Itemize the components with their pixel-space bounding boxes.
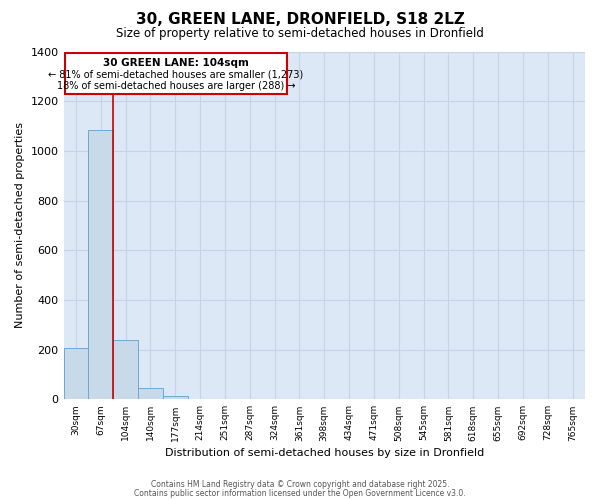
X-axis label: Distribution of semi-detached houses by size in Dronfield: Distribution of semi-detached houses by … — [164, 448, 484, 458]
Text: Contains public sector information licensed under the Open Government Licence v3: Contains public sector information licen… — [134, 488, 466, 498]
Bar — [88, 130, 113, 400]
Bar — [163, 396, 188, 400]
Y-axis label: Number of semi-detached properties: Number of semi-detached properties — [15, 122, 25, 328]
Text: Contains HM Land Registry data © Crown copyright and database right 2025.: Contains HM Land Registry data © Crown c… — [151, 480, 449, 489]
Bar — [64, 348, 88, 400]
Text: 30 GREEN LANE: 104sqm: 30 GREEN LANE: 104sqm — [103, 58, 249, 68]
Text: ← 81% of semi-detached houses are smaller (1,273): ← 81% of semi-detached houses are smalle… — [48, 70, 304, 80]
Text: 18% of semi-detached houses are larger (288) →: 18% of semi-detached houses are larger (… — [56, 81, 295, 91]
Text: 30, GREEN LANE, DRONFIELD, S18 2LZ: 30, GREEN LANE, DRONFIELD, S18 2LZ — [136, 12, 464, 28]
Text: Size of property relative to semi-detached houses in Dronfield: Size of property relative to semi-detach… — [116, 28, 484, 40]
Bar — [113, 340, 138, 400]
Bar — [65, 53, 287, 94]
Bar — [138, 388, 163, 400]
